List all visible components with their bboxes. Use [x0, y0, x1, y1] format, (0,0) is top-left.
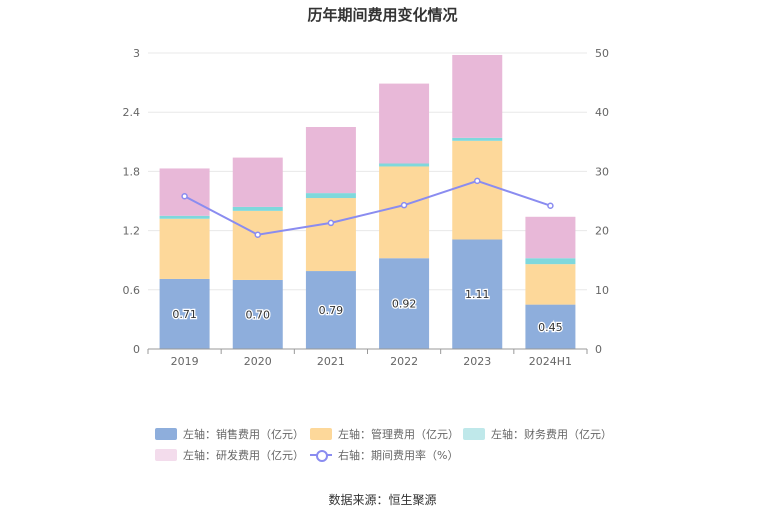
legend-item-sales[interactable]: 左轴：销售费用（亿元）	[155, 426, 304, 442]
bar-data-label: 0.70	[246, 308, 271, 321]
rate-point-2021	[327, 219, 335, 227]
y-left-tick-label: 1.2	[123, 225, 141, 238]
bar-segment-1-2024H1	[525, 264, 576, 305]
x-tick-label: 2019	[171, 355, 199, 368]
y-right-tick-label: 50	[595, 47, 609, 60]
legend-swatch-finance	[463, 428, 485, 440]
x-tick-label: 2021	[317, 355, 345, 368]
y-left-tick-label: 2.4	[123, 106, 141, 119]
rate-point-2019	[181, 193, 188, 200]
bar-segment-3-2019	[159, 168, 210, 216]
y-right-tick-label: 40	[595, 106, 609, 119]
legend-label-finance: 左轴：财务费用（亿元）	[491, 428, 612, 441]
bar-segment-1-2021	[305, 198, 356, 272]
bar-segment-2-2022	[379, 163, 430, 167]
legend-item-rd[interactable]: 左轴：研发费用（亿元）	[155, 447, 304, 463]
bar-group	[159, 54, 576, 349]
y-left-tick-label: 0.6	[123, 284, 141, 297]
bar-segment-0-2020	[232, 279, 283, 349]
bar-segment-1-2020	[232, 210, 283, 280]
y-right-tick-label: 20	[595, 225, 609, 238]
bar-segment-3-2020	[232, 157, 283, 207]
bar-data-label: 0.71	[172, 308, 197, 321]
rate-point-2024H1	[547, 202, 554, 209]
bar-segment-0-2022	[379, 258, 430, 349]
legend-swatch-sales	[155, 428, 177, 440]
y-left-tick-label: 0	[133, 343, 140, 356]
bar-segment-3-2023	[452, 54, 503, 138]
bar-data-label: 0.92	[392, 298, 417, 311]
bar-segment-2-2021	[305, 193, 356, 199]
legend-item-admin[interactable]: 左轴：管理费用（亿元）	[310, 426, 459, 442]
legend-swatch-rd	[155, 449, 177, 461]
bar-segment-2-2024H1	[525, 258, 576, 265]
rate-point-2023	[474, 177, 481, 185]
legend-label-sales: 左轴：销售费用（亿元）	[183, 428, 304, 441]
legend-label-admin: 左轴：管理费用（亿元）	[338, 428, 459, 441]
x-tick-label: 2024H1	[529, 355, 572, 368]
bar-data-label: 1.11	[465, 288, 490, 301]
x-tick-label: 2020	[244, 355, 272, 368]
bar-segment-1-2019	[159, 218, 210, 279]
data-source: 数据来源：恒生聚源	[328, 493, 437, 507]
bar-segment-0-2019	[159, 278, 210, 349]
bar-data-label: 0.79	[319, 304, 344, 317]
bar-segment-3-2024H1	[525, 216, 576, 259]
legend-label-rd: 左轴：研发费用（亿元）	[183, 449, 304, 462]
y-left-tick-label: 1.8	[123, 165, 141, 178]
legend-swatch-admin	[310, 428, 332, 440]
bar-segment-1-2022	[379, 166, 430, 259]
rate-point-2022	[400, 201, 408, 209]
rate-point-2020	[254, 231, 261, 238]
y-right-tick-label: 30	[595, 165, 609, 178]
legend-swatch-rate	[310, 449, 332, 462]
y-right-tick-label: 10	[595, 284, 609, 297]
bar-segment-0-2023	[452, 239, 503, 349]
bar-segment-0-2021	[305, 271, 356, 349]
bar-data-label: 0.45	[538, 321, 563, 334]
x-tick-label: 2023	[463, 355, 491, 368]
bar-segment-3-2021	[305, 127, 356, 194]
bar-segment-2-2019	[159, 215, 210, 219]
x-tick-label: 2022	[390, 355, 418, 368]
y-right-tick-label: 0	[595, 343, 602, 356]
grid-lines	[148, 52, 587, 291]
bar-segment-2-2020	[232, 206, 283, 211]
y-left-tick-label: 3	[133, 47, 140, 60]
bar-segment-3-2022	[379, 83, 430, 164]
legend-label-rate: 右轴：期间费用率（%）	[338, 449, 459, 462]
bar-segment-2-2023	[452, 137, 503, 141]
bar-segment-1-2023	[452, 140, 503, 240]
rate-line	[184, 179, 551, 236]
legend-item-rate[interactable]: 右轴：期间费用率（%）	[310, 447, 458, 463]
bar-label-group: 0.71 0.70 0.79 0.92 1.11 0.45	[171, 287, 564, 335]
legend-item-finance[interactable]: 左轴：财务费用（亿元）	[463, 426, 612, 442]
bar-segment-0-2024H1	[525, 304, 576, 349]
line-series	[181, 177, 554, 238]
chart-title: 历年期间费用变化情况	[307, 6, 458, 24]
